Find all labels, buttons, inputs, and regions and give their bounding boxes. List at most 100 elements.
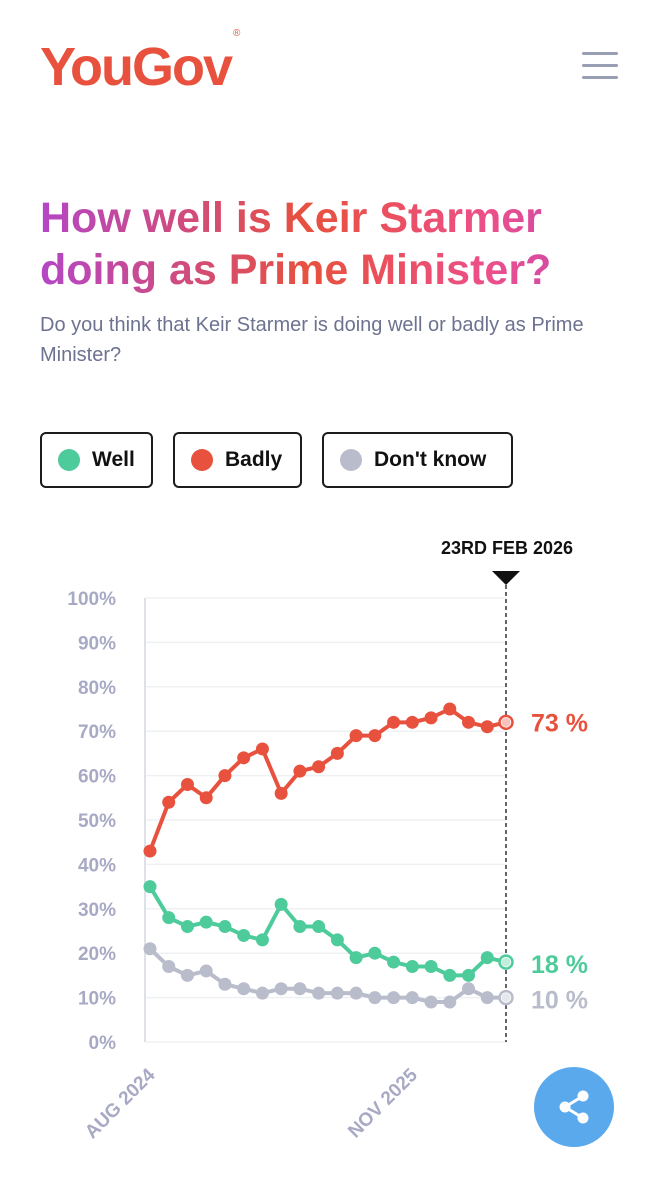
series-point (330, 746, 344, 760)
series-point (368, 946, 382, 960)
y-tick-label: 20% (78, 944, 116, 965)
series-point (293, 764, 307, 778)
chart-series (143, 702, 514, 1009)
series-point (498, 954, 514, 970)
series-point (462, 715, 476, 729)
series-point (255, 986, 269, 1000)
legend-toggle-badly[interactable]: Badly (173, 432, 302, 488)
series-point (330, 986, 344, 1000)
hamburger-menu-icon[interactable] (582, 52, 618, 82)
legend-label-dont-know: Don't know (374, 448, 487, 471)
legend-dot-dont-know (340, 449, 362, 471)
share-icon (559, 1090, 589, 1124)
series-point (480, 991, 494, 1005)
series-point (293, 920, 307, 934)
series-point (293, 982, 307, 996)
series-point (387, 955, 401, 969)
legend-label-badly: Badly (225, 448, 283, 471)
series-point (480, 951, 494, 965)
series-point (462, 968, 476, 982)
series-point (199, 964, 213, 978)
series-point (349, 729, 363, 743)
series-point (199, 915, 213, 929)
end-value-label: 10 % (531, 987, 588, 1015)
y-tick-label: 80% (78, 678, 116, 699)
series-point (162, 960, 176, 974)
menu-line (582, 64, 618, 67)
yougov-logo[interactable]: YouGov® (40, 28, 240, 97)
series-point (498, 714, 514, 731)
share-button[interactable] (534, 1067, 614, 1147)
series-point (387, 715, 401, 729)
logo-text: YouGov (40, 37, 233, 97)
series-point (143, 942, 157, 956)
chart-end-labels: 73 % 18 % 10 % (531, 709, 588, 1014)
series-point (443, 968, 457, 982)
series-point (255, 933, 269, 947)
line-chart: 100% 90% 80% 70% 60% 50% 40% 30% 20% 10% 0% AUG 20… (67, 538, 588, 1143)
end-value-label: 73 % (531, 709, 588, 737)
series-point (180, 968, 194, 982)
series-point (180, 920, 194, 934)
series-point (218, 977, 232, 991)
series-point (405, 715, 419, 729)
series-point (180, 777, 194, 791)
y-tick-label: 30% (78, 900, 116, 921)
series-point (424, 960, 438, 974)
legend-dot-badly (191, 449, 213, 471)
y-tick-label: 50% (78, 811, 116, 832)
series-point (312, 920, 326, 934)
series-point (498, 989, 514, 1006)
y-tick-label: 100% (67, 589, 116, 610)
x-tick-label: NOV 2025 (344, 1064, 422, 1142)
menu-line (582, 52, 618, 55)
series-point (424, 711, 438, 725)
series-point (218, 920, 232, 934)
series-point (274, 786, 288, 800)
series-point (255, 742, 269, 756)
series-point (349, 951, 363, 965)
series-point (330, 933, 344, 947)
series-line (148, 884, 508, 978)
y-tick-label: 70% (78, 722, 116, 743)
series-point (405, 991, 419, 1005)
y-tick-label: 90% (78, 633, 116, 654)
series-line (148, 707, 508, 854)
date-marker-label: 23RD FEB 2026 (441, 538, 573, 558)
legend-dot-well (58, 449, 80, 471)
series-point (480, 720, 494, 734)
series-point (162, 911, 176, 925)
series-point (274, 982, 288, 996)
y-tick-label: 0% (89, 1033, 117, 1054)
series-point (405, 960, 419, 974)
legend-label-well: Well (92, 448, 135, 471)
series-point (368, 991, 382, 1005)
series-point (218, 769, 232, 783)
series-point (237, 928, 251, 942)
legend: Well Badly Don't know (40, 432, 513, 492)
logo-registered-mark: ® (233, 28, 241, 39)
menu-line (582, 76, 618, 79)
chart-y-axis: 100% 90% 80% 70% 60% 50% 40% 30% 20% 10% 0% (67, 589, 146, 1054)
legend-toggle-dont-know[interactable]: Don't know (322, 432, 513, 488)
series-point (424, 995, 438, 1009)
series-point (162, 795, 176, 809)
series-point (237, 751, 251, 765)
x-tick-label: AUG 2024 (81, 1064, 160, 1143)
series-point (312, 760, 326, 774)
series-point (312, 986, 326, 1000)
series-point (199, 791, 213, 805)
legend-toggle-well[interactable]: Well (40, 432, 153, 488)
series-point (387, 991, 401, 1005)
series-point-last-inner (501, 993, 511, 1003)
series-point-last-inner (501, 957, 511, 967)
series-point (368, 729, 382, 743)
series-point (237, 982, 251, 996)
series-point (349, 986, 363, 1000)
page-subtitle: Do you think that Keir Starmer is doing … (40, 314, 584, 366)
end-value-label: 18 % (531, 951, 588, 979)
y-tick-label: 40% (78, 855, 116, 876)
y-tick-label: 10% (78, 989, 116, 1010)
series-point (143, 880, 157, 894)
date-marker-triangle (492, 571, 520, 585)
